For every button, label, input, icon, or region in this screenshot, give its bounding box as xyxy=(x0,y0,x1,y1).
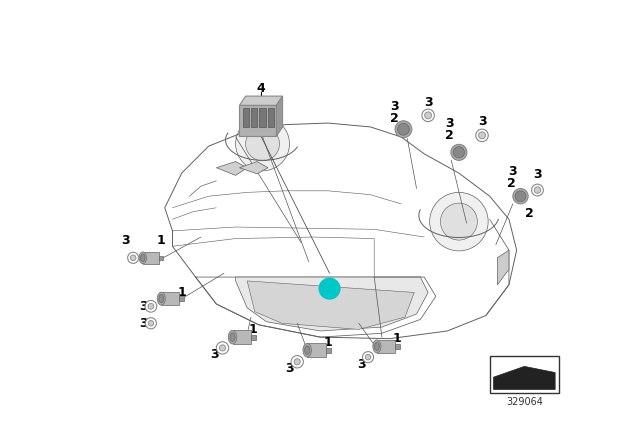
Circle shape xyxy=(319,279,340,299)
Polygon shape xyxy=(143,252,159,264)
Circle shape xyxy=(532,184,543,196)
Circle shape xyxy=(365,354,371,360)
Polygon shape xyxy=(236,277,428,331)
Circle shape xyxy=(294,359,300,365)
Text: 1: 1 xyxy=(249,323,258,336)
Circle shape xyxy=(424,112,431,119)
Circle shape xyxy=(362,352,374,363)
Ellipse shape xyxy=(303,344,312,357)
Polygon shape xyxy=(276,96,283,136)
Polygon shape xyxy=(515,193,526,199)
Circle shape xyxy=(291,356,303,368)
Circle shape xyxy=(453,146,465,158)
Polygon shape xyxy=(395,344,399,349)
Text: 2: 2 xyxy=(445,129,454,142)
Circle shape xyxy=(513,189,528,204)
Text: 3: 3 xyxy=(424,96,433,109)
Circle shape xyxy=(220,345,225,351)
Polygon shape xyxy=(497,250,509,285)
Circle shape xyxy=(236,117,289,171)
Circle shape xyxy=(429,192,488,251)
Ellipse shape xyxy=(139,252,147,264)
Polygon shape xyxy=(161,292,179,305)
Text: 3: 3 xyxy=(533,168,541,181)
Circle shape xyxy=(395,121,412,138)
Circle shape xyxy=(476,129,488,142)
Text: 3: 3 xyxy=(477,115,486,128)
Circle shape xyxy=(145,318,156,329)
Polygon shape xyxy=(232,330,251,344)
Circle shape xyxy=(127,252,139,263)
Polygon shape xyxy=(179,296,184,301)
Text: 329064: 329064 xyxy=(506,397,543,407)
Polygon shape xyxy=(239,96,283,105)
Ellipse shape xyxy=(230,333,235,341)
Ellipse shape xyxy=(374,342,380,350)
Text: 3: 3 xyxy=(285,362,294,375)
Text: 3: 3 xyxy=(509,165,517,178)
Polygon shape xyxy=(493,366,555,389)
Text: 2: 2 xyxy=(507,177,516,190)
Text: 3: 3 xyxy=(139,300,147,313)
Text: 3: 3 xyxy=(358,358,366,371)
Polygon shape xyxy=(397,126,410,132)
Circle shape xyxy=(246,127,280,161)
Text: 2: 2 xyxy=(525,207,534,220)
Text: 3: 3 xyxy=(211,348,219,361)
Circle shape xyxy=(479,132,486,139)
Circle shape xyxy=(148,320,154,326)
Polygon shape xyxy=(259,108,266,127)
Polygon shape xyxy=(247,281,414,329)
Circle shape xyxy=(440,203,477,240)
Text: 2: 2 xyxy=(390,112,399,125)
Polygon shape xyxy=(307,344,326,357)
Polygon shape xyxy=(251,335,256,340)
Polygon shape xyxy=(243,108,249,127)
Ellipse shape xyxy=(159,295,164,303)
Polygon shape xyxy=(326,348,331,353)
Polygon shape xyxy=(268,108,274,127)
Circle shape xyxy=(145,301,157,312)
Polygon shape xyxy=(159,256,163,260)
Ellipse shape xyxy=(141,254,145,262)
Text: 3: 3 xyxy=(390,99,399,112)
Text: 3: 3 xyxy=(121,234,130,247)
Polygon shape xyxy=(453,149,465,155)
Polygon shape xyxy=(239,105,276,136)
Ellipse shape xyxy=(228,330,237,344)
Ellipse shape xyxy=(305,346,310,354)
Text: 1: 1 xyxy=(324,336,332,349)
Text: 3: 3 xyxy=(139,317,147,330)
Circle shape xyxy=(397,123,410,135)
Text: 4: 4 xyxy=(257,82,266,95)
Text: 3: 3 xyxy=(445,116,454,129)
Text: 1: 1 xyxy=(177,286,186,299)
Circle shape xyxy=(131,255,136,261)
Text: 1: 1 xyxy=(393,332,402,345)
Circle shape xyxy=(451,144,467,160)
Text: 4: 4 xyxy=(326,284,333,293)
Polygon shape xyxy=(239,162,268,174)
Circle shape xyxy=(534,187,541,194)
Polygon shape xyxy=(251,108,257,127)
Ellipse shape xyxy=(157,292,165,305)
Circle shape xyxy=(422,109,435,121)
Bar xyxy=(490,356,559,392)
Ellipse shape xyxy=(373,340,381,353)
Circle shape xyxy=(216,342,228,354)
Text: 1: 1 xyxy=(157,234,165,247)
Circle shape xyxy=(515,191,526,202)
Polygon shape xyxy=(216,162,247,176)
Circle shape xyxy=(148,303,154,309)
Polygon shape xyxy=(377,340,395,353)
